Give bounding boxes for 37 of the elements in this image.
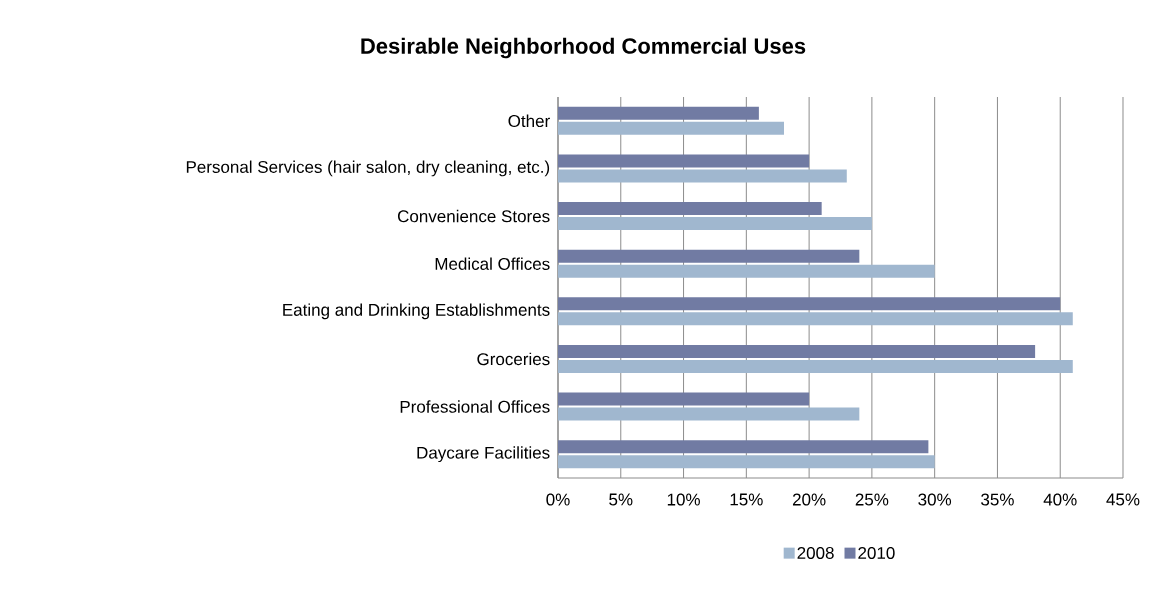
x-tick-label: 0% <box>546 493 570 506</box>
bar <box>558 359 1073 373</box>
y-tick-label: Eating and Drinking Establishments <box>283 303 550 320</box>
chart-title: Desirable Neighborhood Commercial Uses <box>361 37 806 59</box>
bar <box>558 312 1073 326</box>
bar <box>558 344 1036 358</box>
bar <box>558 297 1061 311</box>
x-tick-label: 20% <box>792 493 826 506</box>
y-tick-label: Medical Offices <box>435 257 550 270</box>
bar <box>558 392 810 406</box>
bar <box>558 455 935 469</box>
x-tick-label: 10% <box>667 493 700 506</box>
y-tick-label: Personal Services (hair salon, dry cleaning, etc.) <box>186 160 550 177</box>
bar <box>558 407 860 421</box>
bar <box>558 154 810 168</box>
bar <box>558 217 872 231</box>
x-tick-label: 40% <box>1043 493 1077 506</box>
y-tick-label: Professional Offices <box>400 400 550 413</box>
y-tick-label: Convenience Stores <box>397 209 550 223</box>
legend-label: 2010 <box>858 546 895 559</box>
y-tick-label: Daycare Facilities <box>417 446 550 463</box>
x-tick-label: 45% <box>1106 493 1140 506</box>
legend-label: 2008 <box>797 546 834 559</box>
bar <box>558 264 935 278</box>
bar <box>558 249 860 263</box>
y-tick-label: Groceries <box>477 352 550 366</box>
x-tick-label: 15% <box>730 493 763 506</box>
bar <box>558 106 759 120</box>
x-tick-label: 25% <box>855 493 889 506</box>
bar <box>558 121 784 135</box>
x-tick-label: 5% <box>609 493 633 506</box>
bar <box>558 440 929 454</box>
y-tick-label: Other <box>508 114 550 128</box>
x-tick-label: 30% <box>918 493 952 506</box>
x-tick-label: 35% <box>981 493 1014 506</box>
bar <box>558 169 847 183</box>
bar <box>558 202 822 216</box>
